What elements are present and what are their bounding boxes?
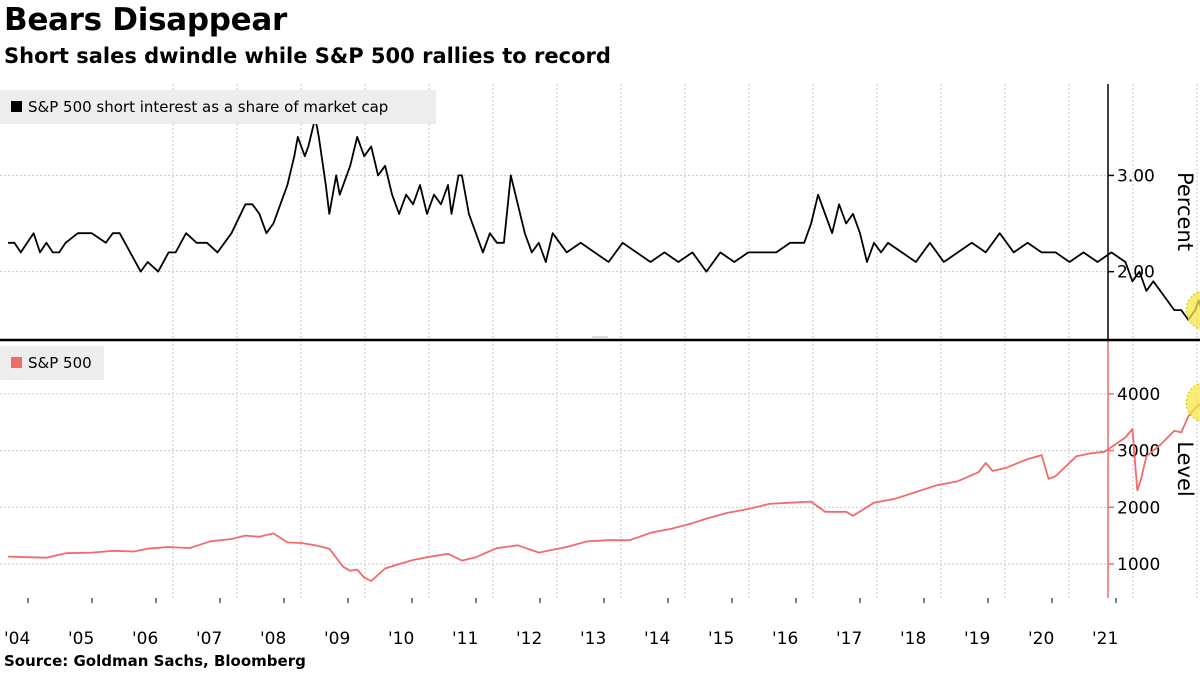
legend-label: S&P 500 short interest as a share of mar…: [28, 98, 388, 116]
legend-box: [0, 90, 436, 124]
source-note: Source: Goldman Sachs, Bloomberg: [4, 652, 306, 670]
x-tick-label: '11: [452, 629, 478, 649]
x-axis: '04 '05 '06 '07 '08 '09 '10 '11 '12 '13 '14 '15 '16 '…: [4, 598, 1118, 649]
short-interest-line: [8, 116, 1200, 321]
y-tick-label: 4000: [1117, 385, 1160, 405]
x-tick-label: '04: [4, 629, 30, 649]
chart-subtitle: Short sales dwindle while S&P 500 rallie…: [4, 44, 611, 68]
y-tick-label: 1000: [1117, 555, 1160, 575]
latest-highlight: [1185, 382, 1200, 422]
y-axis-title: Level: [1173, 441, 1197, 496]
x-tick-label: '18: [900, 629, 926, 649]
x-tick-label: '13: [580, 629, 606, 649]
legend-label: S&P 500: [28, 354, 92, 372]
legend: S&P 500 short interest as a share of mar…: [0, 90, 436, 124]
x-tick-label: '17: [836, 629, 862, 649]
x-tick-label: '07: [196, 629, 222, 649]
y-tick-label: 3000: [1117, 442, 1160, 462]
x-tick-label: '12: [516, 629, 542, 649]
x-tick-label: '21: [1092, 629, 1118, 649]
x-tick-label: '19: [964, 629, 990, 649]
y-tick-label: 2000: [1117, 498, 1160, 518]
legend-swatch: [11, 357, 22, 368]
y-tick-label: 3.00: [1117, 166, 1155, 186]
x-tick-label: '10: [388, 629, 414, 649]
chart-title: Bears Disappear: [4, 2, 287, 38]
legend: S&P 500: [0, 346, 104, 380]
top-panel: 2.00 3.00 Percent S&P 500 short interest as…: [0, 84, 1200, 339]
x-tick-label: '09: [324, 629, 350, 649]
x-tick-label: '14: [644, 629, 670, 649]
x-tick-label: '06: [132, 629, 158, 649]
latest-highlight: [1185, 290, 1200, 330]
x-tick-label: '20: [1028, 629, 1054, 649]
legend-swatch: [11, 101, 22, 112]
sp500-line: [7, 403, 1200, 582]
y-axis-title: Percent: [1173, 172, 1197, 251]
y-tick-label: 2.00: [1117, 263, 1155, 283]
x-tick-label: '08: [260, 629, 286, 649]
bottom-panel: 1000 2000 3000 4000 Level S&P 500: [0, 340, 1200, 598]
x-tick-label: '16: [772, 629, 798, 649]
x-tick-label: '15: [708, 629, 734, 649]
x-tick-label: '05: [68, 629, 94, 649]
